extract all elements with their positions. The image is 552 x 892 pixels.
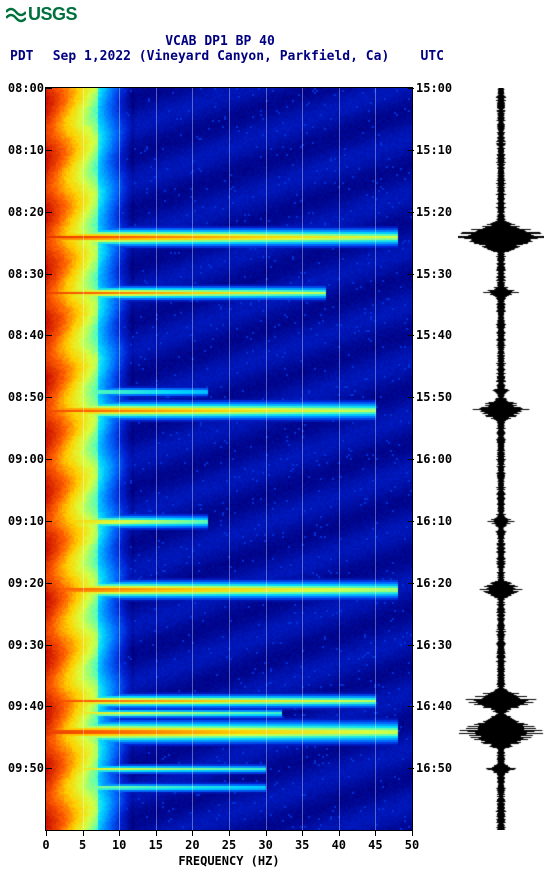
x-tick-label: 40 (332, 838, 346, 852)
y-right-tick-label: 15:40 (416, 328, 452, 342)
y-right-tick-mark (408, 459, 414, 460)
y-right-tick-mark (408, 274, 414, 275)
usgs-logo: USGS (6, 4, 77, 25)
y-right-tick-mark (408, 212, 414, 213)
x-tick-mark (412, 830, 413, 836)
grid-line (339, 88, 340, 830)
y-right-tick-label: 15:10 (416, 143, 452, 157)
y-left-tick-mark (46, 583, 52, 584)
y-left-tick-mark (46, 274, 52, 275)
y-left-tick-label: 09:40 (8, 699, 44, 713)
grid-line (302, 88, 303, 830)
y-right-tick-label: 15:20 (416, 205, 452, 219)
y-right-tick-label: 15:30 (416, 267, 452, 281)
y-right-tick-label: 15:00 (416, 81, 452, 95)
y-right-tick-mark (408, 645, 414, 646)
y-right-tick-label: 16:00 (416, 452, 452, 466)
root: USGS VCAB DP1 BP 40 PDT Sep 1,2022 (Vine… (0, 0, 552, 892)
x-tick-label: 30 (258, 838, 272, 852)
grid-line (156, 88, 157, 830)
y-left-tick-mark (46, 459, 52, 460)
y-left-tick-label: 08:20 (8, 205, 44, 219)
usgs-logo-text: USGS (28, 4, 77, 25)
date-station-label: Sep 1,2022 (Vineyard Canyon, Parkfield, … (53, 49, 390, 64)
x-tick-label: 45 (368, 838, 382, 852)
spectrogram-plot (46, 88, 412, 830)
y-left-tick-label: 09:20 (8, 576, 44, 590)
y-right-tick-label: 16:40 (416, 699, 452, 713)
x-tick-mark (375, 830, 376, 836)
y-axis-left: 08:0008:1008:2008:3008:4008:5009:0009:10… (4, 88, 46, 830)
x-tick-mark (266, 830, 267, 836)
x-tick-mark (156, 830, 157, 836)
y-left-tick-mark (46, 521, 52, 522)
usgs-wave-icon (6, 6, 26, 24)
x-tick-label: 10 (112, 838, 126, 852)
x-tick-label: 20 (185, 838, 199, 852)
grid-line (83, 88, 84, 830)
x-tick-mark (192, 830, 193, 836)
x-tick-mark (229, 830, 230, 836)
y-right-tick-mark (408, 521, 414, 522)
y-right-tick-label: 16:10 (416, 514, 452, 528)
y-right-tick-label: 16:50 (416, 761, 452, 775)
grid-line (119, 88, 120, 830)
y-axis-right: 15:0015:1015:2015:3015:4015:5016:0016:10… (414, 88, 456, 830)
y-left-tick-mark (46, 335, 52, 336)
grid-line (375, 88, 376, 830)
y-right-tick-mark (408, 397, 414, 398)
x-tick-label: 25 (222, 838, 236, 852)
y-right-tick-mark (408, 583, 414, 584)
y-left-tick-mark (46, 212, 52, 213)
y-left-tick-label: 09:10 (8, 514, 44, 528)
x-axis-label: FREQUENCY (HZ) (46, 854, 412, 868)
grid-line (266, 88, 267, 830)
y-right-tick-mark (408, 335, 414, 336)
y-right-tick-label: 15:50 (416, 390, 452, 404)
y-left-tick-mark (46, 150, 52, 151)
y-left-tick-label: 09:50 (8, 761, 44, 775)
x-tick-label: 0 (42, 838, 49, 852)
y-left-tick-mark (46, 397, 52, 398)
x-tick-label: 15 (149, 838, 163, 852)
x-tick-mark (119, 830, 120, 836)
y-left-tick-mark (46, 88, 52, 89)
y-right-tick-mark (408, 88, 414, 89)
x-axis: FREQUENCY (HZ) 05101520253035404550 (46, 830, 412, 870)
x-tick-label: 5 (79, 838, 86, 852)
y-left-tick-label: 08:50 (8, 390, 44, 404)
y-right-tick-label: 16:30 (416, 638, 452, 652)
seismogram-canvas (458, 88, 544, 830)
x-tick-label: 35 (295, 838, 309, 852)
x-tick-mark (46, 830, 47, 836)
x-tick-mark (83, 830, 84, 836)
grid-line (192, 88, 193, 830)
y-left-tick-label: 08:40 (8, 328, 44, 342)
y-left-tick-mark (46, 768, 52, 769)
grid-line (229, 88, 230, 830)
x-tick-mark (339, 830, 340, 836)
y-right-tick-mark (408, 150, 414, 151)
y-left-tick-label: 08:30 (8, 267, 44, 281)
y-left-tick-label: 08:10 (8, 143, 44, 157)
tz-right-label: UTC (413, 49, 444, 64)
x-tick-label: 50 (405, 838, 419, 852)
y-left-tick-label: 09:00 (8, 452, 44, 466)
tz-left-label: PDT (10, 49, 41, 64)
y-right-tick-mark (408, 706, 414, 707)
y-right-tick-label: 16:20 (416, 576, 452, 590)
y-right-tick-mark (408, 768, 414, 769)
y-left-tick-label: 08:00 (8, 81, 44, 95)
title-block: VCAB DP1 BP 40 PDT Sep 1,2022 (Vineyard … (0, 34, 552, 64)
chart-title: VCAB DP1 BP 40 (0, 34, 440, 49)
y-left-tick-mark (46, 706, 52, 707)
x-tick-mark (302, 830, 303, 836)
y-left-tick-mark (46, 645, 52, 646)
y-left-tick-label: 09:30 (8, 638, 44, 652)
